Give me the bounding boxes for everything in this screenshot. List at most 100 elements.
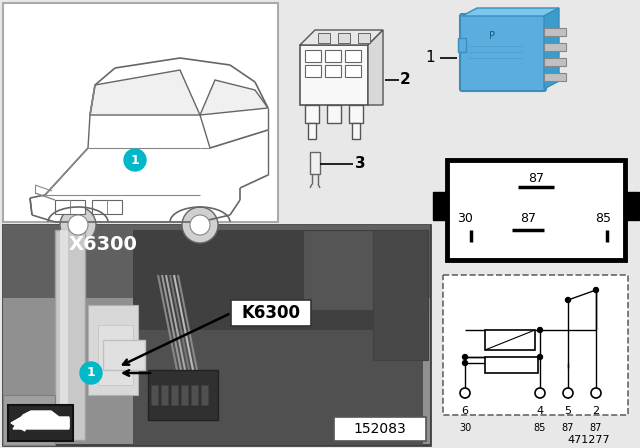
Text: 30: 30 bbox=[459, 423, 471, 433]
Polygon shape bbox=[200, 80, 268, 115]
Bar bbox=[443, 275, 628, 415]
Bar bbox=[544, 58, 566, 66]
Bar bbox=[305, 105, 319, 123]
Bar bbox=[191, 385, 198, 405]
Bar bbox=[300, 45, 368, 105]
Bar bbox=[349, 105, 363, 123]
Bar bbox=[201, 385, 208, 405]
Text: 3: 3 bbox=[355, 156, 365, 172]
Text: P: P bbox=[489, 31, 495, 41]
Circle shape bbox=[460, 388, 470, 398]
Bar bbox=[373, 230, 428, 360]
Circle shape bbox=[538, 327, 543, 332]
Circle shape bbox=[182, 207, 218, 243]
Circle shape bbox=[566, 297, 570, 302]
Bar bbox=[325, 65, 341, 77]
Polygon shape bbox=[462, 8, 559, 16]
Circle shape bbox=[463, 354, 467, 359]
Bar bbox=[345, 50, 361, 62]
Bar bbox=[148, 370, 218, 420]
Polygon shape bbox=[544, 8, 559, 89]
Text: 1: 1 bbox=[425, 51, 435, 65]
Bar bbox=[447, 160, 625, 260]
FancyBboxPatch shape bbox=[460, 14, 546, 91]
Bar bbox=[305, 65, 321, 77]
Text: 87: 87 bbox=[528, 172, 544, 185]
Bar bbox=[98, 325, 133, 385]
Bar bbox=[231, 300, 311, 326]
Bar bbox=[92, 200, 122, 214]
Bar bbox=[133, 230, 423, 445]
Bar bbox=[3, 225, 430, 445]
Circle shape bbox=[535, 388, 545, 398]
Text: 87: 87 bbox=[520, 211, 536, 224]
Bar bbox=[624, 192, 639, 220]
Bar bbox=[310, 152, 320, 174]
Bar bbox=[318, 33, 330, 43]
Circle shape bbox=[463, 361, 467, 366]
Bar bbox=[171, 385, 178, 405]
Bar bbox=[345, 65, 361, 77]
Circle shape bbox=[190, 215, 210, 235]
Bar bbox=[55, 200, 85, 214]
Circle shape bbox=[591, 388, 601, 398]
Circle shape bbox=[124, 149, 146, 171]
Circle shape bbox=[538, 354, 543, 359]
Bar bbox=[334, 417, 426, 441]
Bar bbox=[485, 357, 538, 373]
Bar bbox=[3, 3, 278, 222]
Text: 152083: 152083 bbox=[354, 422, 406, 436]
Bar bbox=[8, 405, 73, 441]
Bar bbox=[352, 123, 360, 139]
Text: 2: 2 bbox=[399, 73, 410, 87]
Text: X6300: X6300 bbox=[68, 236, 138, 254]
Bar bbox=[181, 385, 188, 405]
Text: 471277: 471277 bbox=[568, 435, 610, 445]
Bar bbox=[338, 33, 350, 43]
Bar bbox=[325, 50, 341, 62]
Bar bbox=[544, 43, 566, 51]
Bar bbox=[3, 395, 55, 445]
Bar bbox=[458, 38, 466, 52]
Circle shape bbox=[68, 215, 88, 235]
Text: 1: 1 bbox=[131, 154, 140, 167]
Bar bbox=[544, 73, 566, 81]
Text: 2: 2 bbox=[593, 406, 600, 416]
Bar bbox=[161, 385, 168, 405]
Bar bbox=[433, 192, 448, 220]
Bar bbox=[327, 105, 341, 123]
Bar bbox=[305, 50, 321, 62]
Bar bbox=[3, 225, 430, 298]
Polygon shape bbox=[13, 411, 69, 429]
Bar bbox=[485, 330, 535, 350]
Text: 5: 5 bbox=[564, 406, 572, 416]
Bar bbox=[3, 298, 430, 444]
Text: 85: 85 bbox=[595, 211, 611, 224]
Polygon shape bbox=[300, 30, 383, 45]
Polygon shape bbox=[11, 415, 69, 431]
Text: 85: 85 bbox=[534, 423, 546, 433]
Bar bbox=[60, 230, 68, 440]
Bar bbox=[358, 33, 370, 43]
Circle shape bbox=[80, 362, 102, 384]
Bar bbox=[544, 28, 566, 36]
Text: 87: 87 bbox=[590, 423, 602, 433]
Bar bbox=[88, 305, 138, 395]
Text: K6300: K6300 bbox=[241, 304, 301, 322]
Bar bbox=[303, 230, 428, 310]
Bar bbox=[103, 340, 145, 370]
Text: 87: 87 bbox=[562, 423, 574, 433]
Bar bbox=[133, 230, 423, 330]
Bar bbox=[308, 123, 316, 139]
Circle shape bbox=[593, 288, 598, 293]
Text: 30: 30 bbox=[457, 211, 473, 224]
Bar bbox=[55, 230, 85, 440]
Text: 1: 1 bbox=[86, 366, 95, 379]
Polygon shape bbox=[90, 70, 200, 115]
Circle shape bbox=[60, 207, 96, 243]
Bar bbox=[151, 385, 158, 405]
Circle shape bbox=[563, 388, 573, 398]
Text: 6: 6 bbox=[461, 406, 468, 416]
Text: 4: 4 bbox=[536, 406, 543, 416]
Polygon shape bbox=[368, 30, 383, 105]
